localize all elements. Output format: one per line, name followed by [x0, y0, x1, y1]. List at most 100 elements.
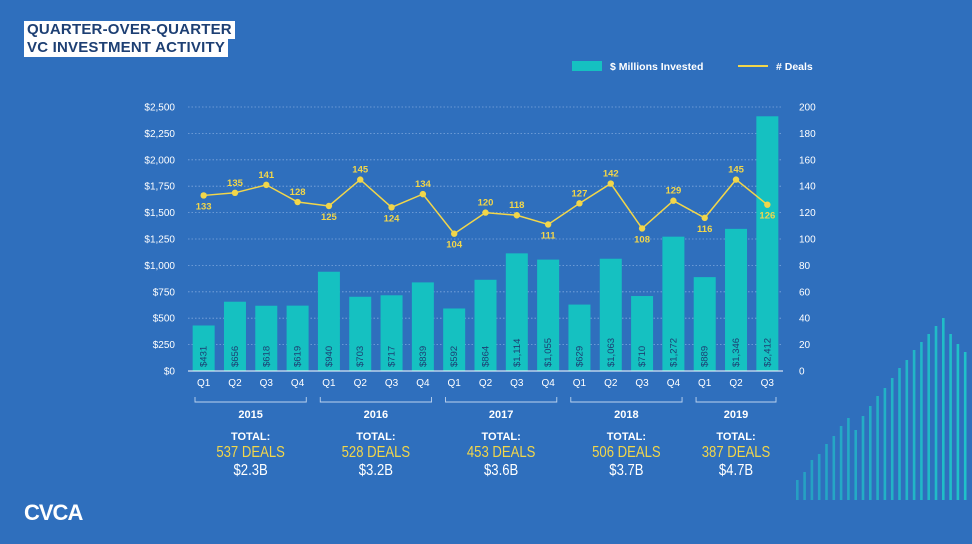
decor-bar	[832, 436, 836, 500]
bar-series: $431 $656 $618 $619 $940 $703 $717 $839 $592 $864…	[192, 116, 779, 371]
deals-point	[325, 202, 333, 210]
right-tick-label: 60	[799, 287, 811, 298]
decor-bar	[934, 326, 938, 500]
deals-point	[670, 197, 677, 204]
right-tick-label: 40	[799, 314, 811, 325]
deals-point	[294, 198, 301, 206]
bar-value-label: $1,346	[731, 338, 742, 367]
x-tick-label: Q2	[729, 378, 743, 389]
deals-value-label: 145	[728, 165, 745, 176]
deals-value-label: 108	[634, 234, 650, 245]
total-label: TOTAL:	[356, 431, 395, 443]
year-bracket	[445, 397, 558, 403]
decor-bar	[825, 444, 828, 500]
deals-value-label: 125	[321, 212, 338, 223]
bar	[537, 259, 560, 371]
right-tick-label: 120	[799, 208, 816, 219]
deals-point	[732, 176, 740, 183]
right-tick-label: 0	[799, 367, 805, 378]
left-tick-label: $1,750	[144, 182, 175, 193]
total-deals: 528 DEALS	[342, 444, 411, 461]
decor-bar	[876, 396, 879, 500]
deals-point	[231, 189, 239, 196]
deals-value-label: 127	[572, 188, 588, 199]
bar	[223, 301, 246, 371]
bar-value-label: $1,114	[512, 339, 523, 367]
bar-value-label: $592	[449, 346, 460, 367]
right-tick-label: 160	[799, 155, 816, 166]
year-label: 2015	[238, 409, 262, 421]
deals-value-label: 133	[196, 201, 212, 212]
deals-value-label: 129	[665, 186, 681, 197]
deals-point	[419, 190, 427, 198]
bar-value-label: $2,412	[762, 338, 773, 367]
deals-value-label: 104	[446, 240, 463, 251]
bar-value-label: $940	[324, 346, 335, 367]
deals-point	[607, 180, 614, 187]
bar	[380, 295, 403, 371]
bar	[317, 271, 340, 371]
title-line-2: VC INVESTMENT ACTIVITY	[24, 39, 229, 57]
right-tick-label: 140	[799, 182, 816, 193]
decor-bar	[810, 460, 814, 500]
bar	[693, 277, 716, 371]
total-amount: $4.7B	[719, 462, 753, 479]
bar-value-label: $618	[261, 346, 272, 367]
line-series: 133 135 141 128 125 145 124 134 104 120 118 111 127 1…	[196, 165, 776, 251]
bar-value-label: $1,055	[543, 338, 554, 367]
bar-value-label: $710	[637, 346, 648, 367]
right-tick-label: 100	[799, 235, 816, 246]
deals-point	[701, 214, 708, 222]
year-label: 2016	[364, 409, 388, 421]
year-label: 2017	[489, 409, 513, 421]
year-bracket	[695, 397, 777, 403]
total-label: TOTAL:	[607, 431, 646, 443]
deals-point	[388, 204, 395, 211]
x-tick-label: Q2	[479, 378, 493, 389]
decor-bar	[912, 350, 916, 500]
decor-bar	[905, 360, 909, 500]
total-deals: 537 DEALS	[216, 444, 285, 461]
deals-value-label: 111	[541, 230, 557, 241]
x-tick-label: Q4	[416, 378, 430, 389]
decor-bar	[949, 334, 952, 500]
legend-swatch-bar	[572, 61, 602, 71]
decor-bar	[883, 388, 887, 500]
deals-point	[764, 201, 771, 208]
decor-bar	[847, 418, 850, 500]
deals-point	[357, 176, 364, 183]
left-tick-label: $750	[153, 287, 176, 298]
bar	[192, 325, 215, 371]
total-amount: $2.3B	[233, 462, 267, 479]
left-tick-label: $1,500	[144, 208, 175, 219]
right-tick-label: 20	[799, 340, 811, 351]
legend-label-line: # Deals	[776, 61, 813, 73]
year-label: 2019	[724, 409, 748, 421]
bar-value-label: $703	[355, 346, 366, 367]
bar	[349, 296, 372, 371]
bar-value-label: $839	[418, 346, 429, 367]
decor-bar	[796, 480, 799, 500]
x-tick-label: Q1	[322, 378, 336, 389]
decor-bar	[942, 318, 945, 500]
bar-value-label: $717	[387, 346, 398, 367]
decor-bar	[803, 472, 806, 500]
bar	[505, 253, 528, 371]
x-tick-label: Q4	[667, 378, 681, 389]
bar	[474, 279, 497, 371]
deals-value-label: 120	[478, 198, 494, 209]
left-tick-label: $2,500	[144, 103, 175, 114]
deals-value-label: 134	[415, 179, 432, 190]
x-tick-label: Q3	[635, 378, 649, 389]
year-bracket	[194, 397, 307, 403]
deals-value-label: 142	[603, 169, 619, 180]
left-tick-label: $1,250	[144, 235, 175, 246]
decorative-bars	[796, 318, 967, 500]
left-tick-label: $0	[164, 367, 176, 378]
legend-label-bar: $ Millions Invested	[610, 61, 703, 73]
deals-point	[544, 221, 552, 228]
deals-point	[263, 181, 270, 189]
bar-value-label: $619	[293, 346, 304, 367]
